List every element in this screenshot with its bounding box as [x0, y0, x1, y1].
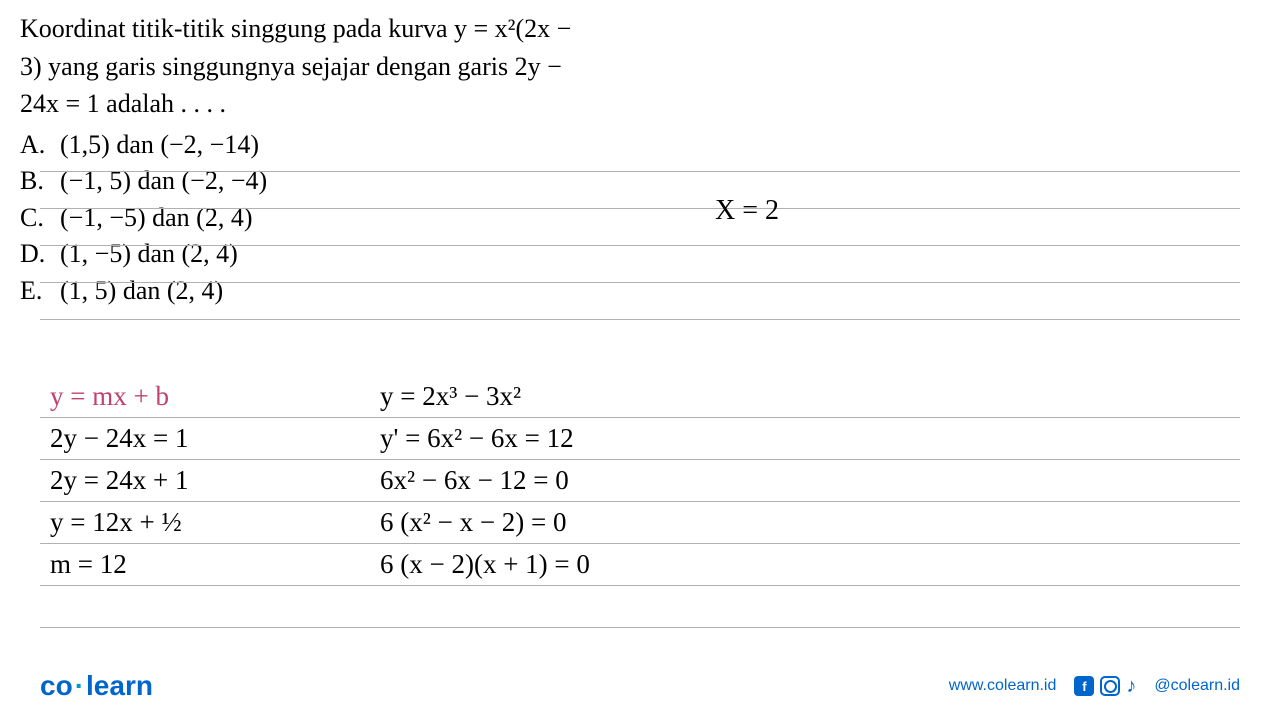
option-e: E. (1, 5) dan (2, 4) — [20, 273, 1260, 309]
hand-c2-4: 6 (x − 2)(x + 1) = 0 — [380, 549, 730, 580]
brand-logo: co·learn — [40, 670, 153, 702]
hand-row: 2y − 24x = 1 y' = 6x² − 6x = 12 — [50, 417, 1230, 459]
hand-row: y = mx + b y = 2x³ − 3x² — [50, 375, 1230, 417]
hand-row: 2y = 24x + 1 6x² − 6x − 12 = 0 — [50, 459, 1230, 501]
hand-row: y = 12x + ½ 6 (x² − x − 2) = 0 — [50, 501, 1230, 543]
option-b: B. (−1, 5) dan (−2, −4) — [20, 163, 1260, 199]
hand-c2-0: y = 2x³ − 3x² — [380, 381, 730, 412]
q-line2: 3) yang garis singgungnya sejajar dengan… — [20, 52, 562, 81]
hand-row: m = 12 6 (x − 2)(x + 1) = 0 — [50, 543, 1230, 585]
q-line3: 24x = 1 adalah . . . . — [20, 89, 226, 118]
hand-c2-1: y' = 6x² − 6x = 12 — [380, 423, 730, 454]
hand-c2-2: 6x² − 6x − 12 = 0 — [380, 465, 730, 496]
instagram-icon — [1100, 676, 1120, 696]
hand-c1-3: y = 12x + ½ — [50, 507, 380, 538]
social-icons: f ♪ — [1074, 675, 1136, 698]
question-text: Koordinat titik-titik singgung pada kurv… — [20, 10, 640, 123]
footer: co·learn www.colearn.id f ♪ @colearn.id — [0, 670, 1280, 702]
facebook-icon: f — [1074, 676, 1094, 696]
footer-url: www.colearn.id — [949, 677, 1057, 695]
hand-c1-4: m = 12 — [50, 549, 380, 580]
hand-c1-1: 2y − 24x = 1 — [50, 423, 380, 454]
tiktok-icon: ♪ — [1126, 675, 1136, 698]
footer-handle: @colearn.id — [1154, 677, 1240, 695]
footer-right: www.colearn.id f ♪ @colearn.id — [949, 675, 1240, 698]
option-d: D. (1, −5) dan (2, 4) — [20, 236, 1260, 272]
hand-c2-3: 6 (x² − x − 2) = 0 — [380, 507, 730, 538]
option-a: A. (1,5) dan (−2, −14) — [20, 127, 1260, 163]
handwritten-note-right: X = 2 — [715, 195, 779, 227]
option-c: C. (−1, −5) dan (2, 4) — [20, 200, 1260, 236]
q-line1: Koordinat titik-titik singgung pada kurv… — [20, 14, 571, 43]
hand-c1-0: y = mx + b — [50, 381, 380, 412]
hand-c1-2: 2y = 24x + 1 — [50, 465, 380, 496]
handwriting-area: y = mx + b y = 2x³ − 3x² 2y − 24x = 1 y'… — [50, 375, 1230, 585]
